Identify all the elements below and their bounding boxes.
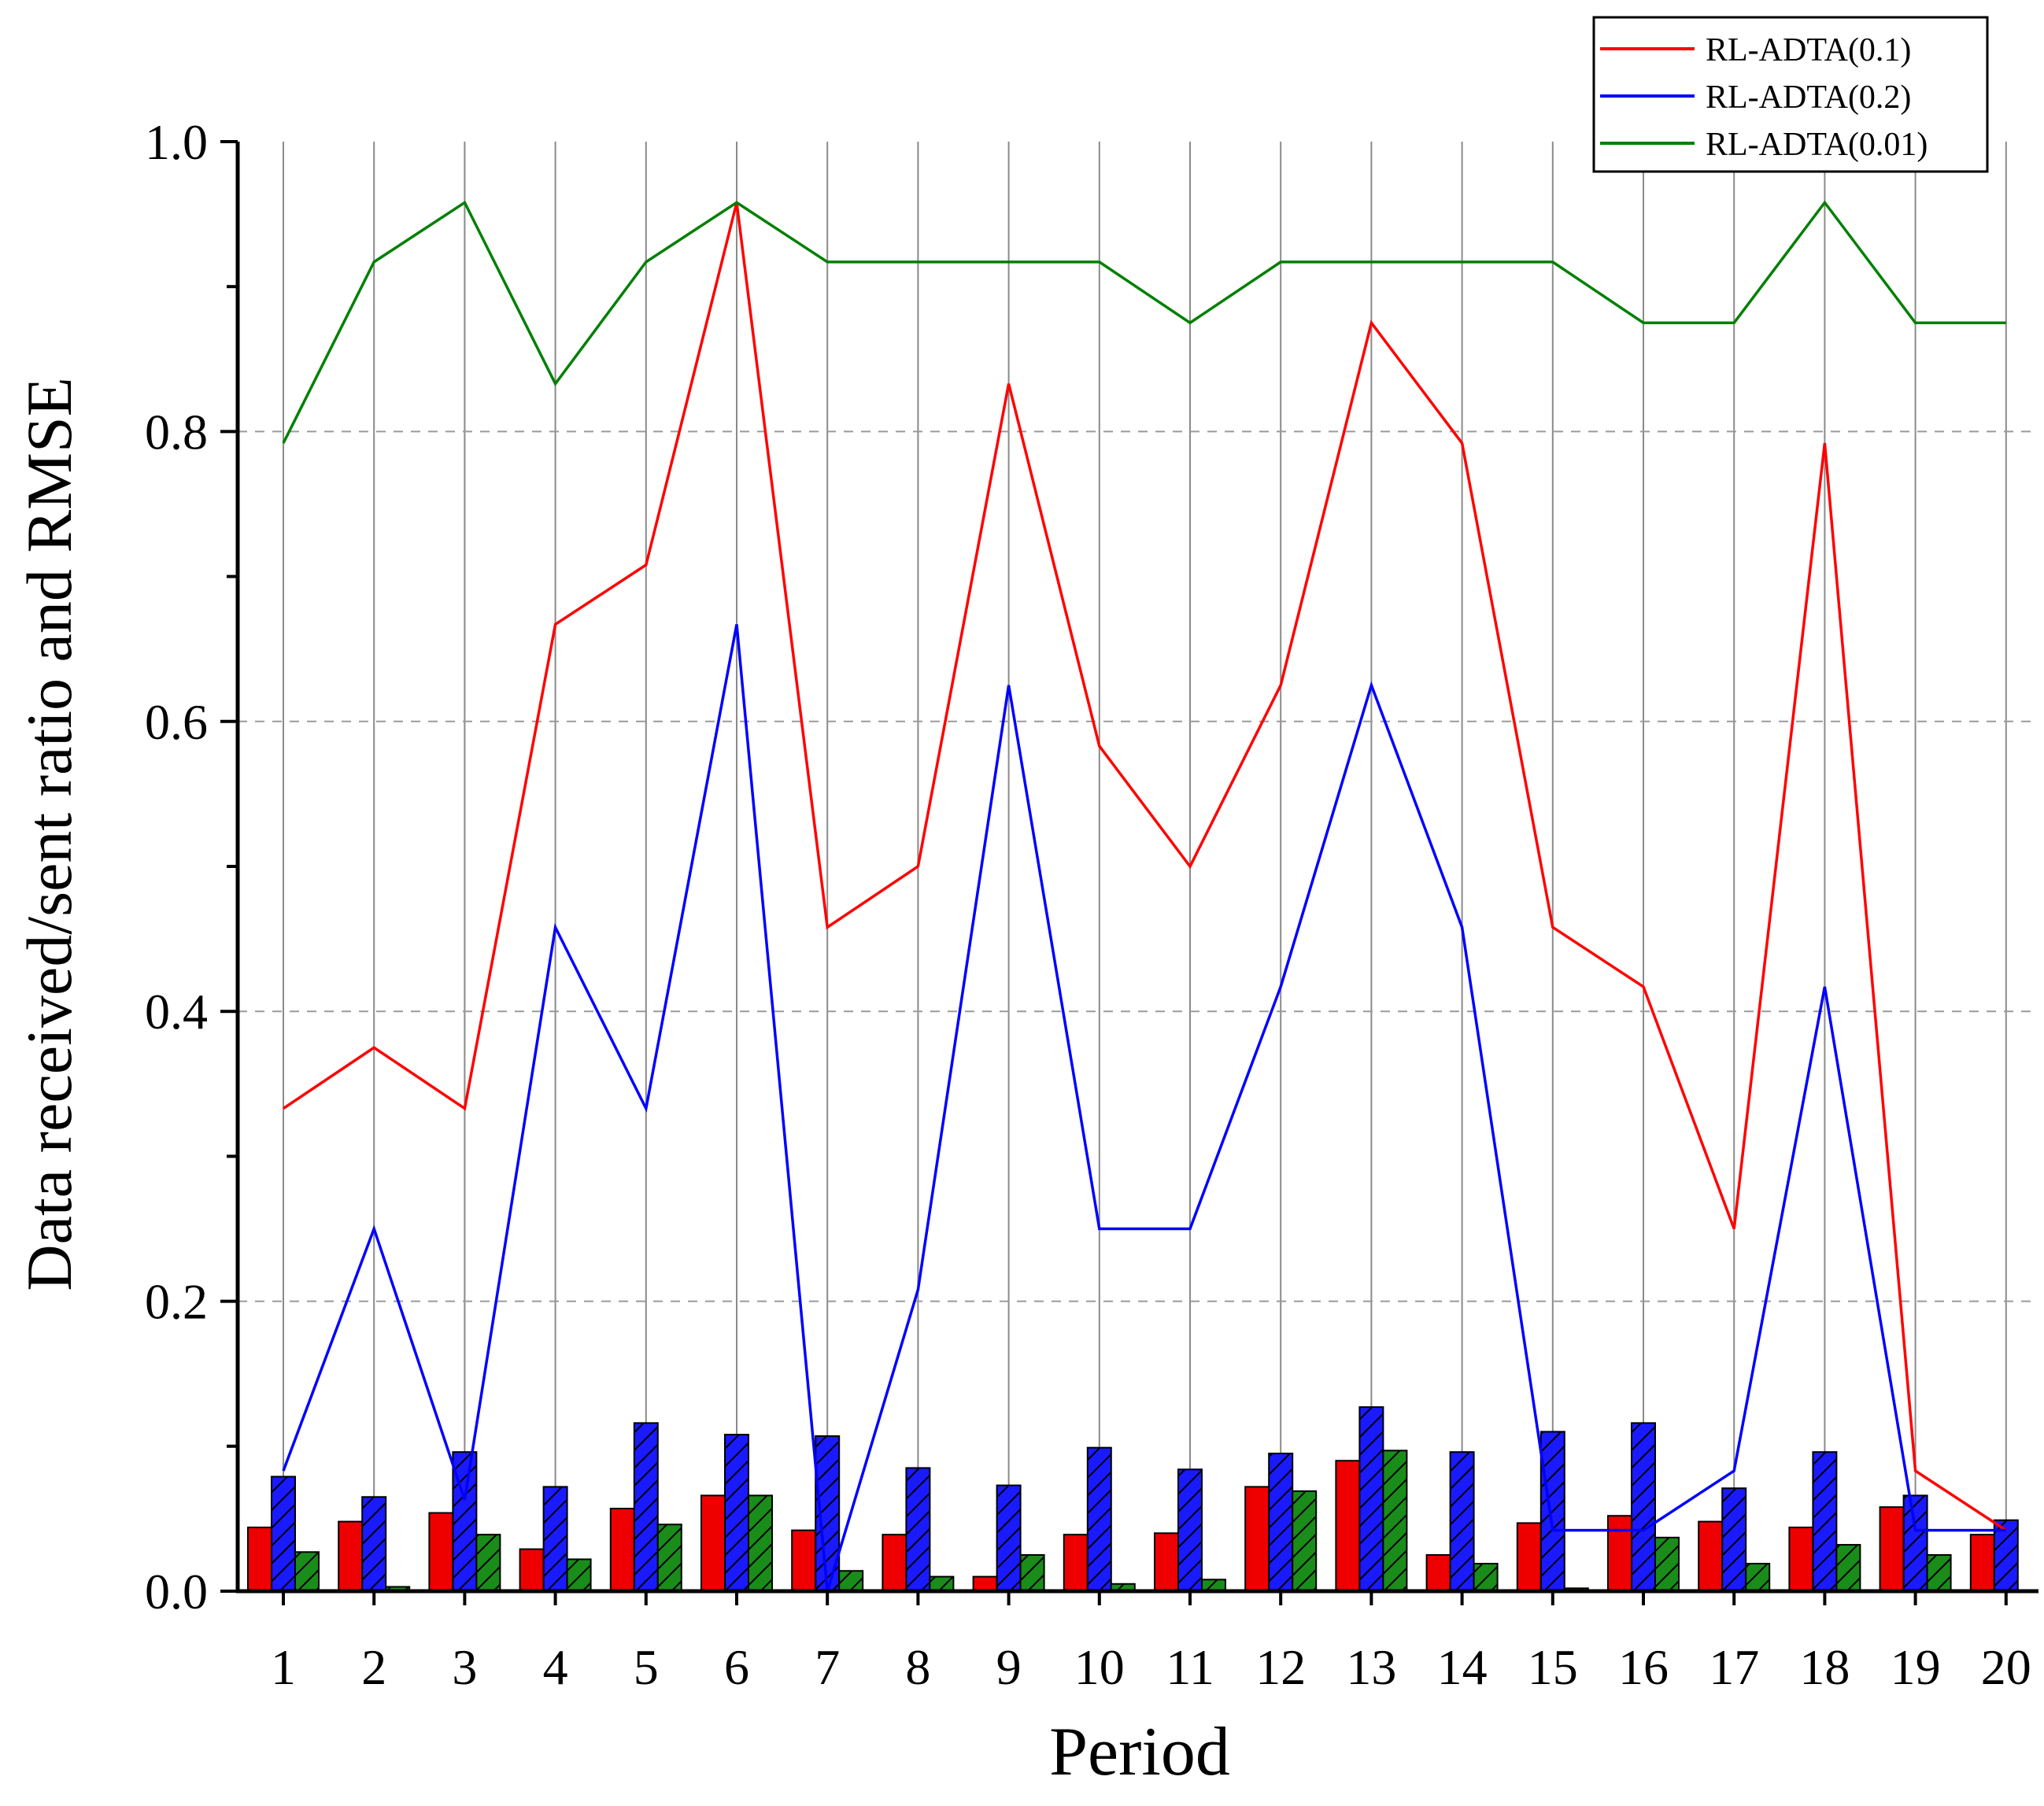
y-tick-label: 0.6 bbox=[145, 694, 208, 750]
bar-RL-ADTA(0.1)-16 bbox=[1607, 1515, 1632, 1592]
x-tick-label: 11 bbox=[1166, 1639, 1214, 1695]
bar-RL-ADTA(0.01)-18 bbox=[1835, 1544, 1861, 1593]
bar-RL-ADTA(0.1)-7 bbox=[791, 1529, 817, 1592]
bar-RL-ADTA(0.1)-2 bbox=[338, 1520, 364, 1592]
bar-RL-ADTA(0.01)-16 bbox=[1654, 1536, 1680, 1592]
bar-RL-ADTA(0.01)-14 bbox=[1473, 1563, 1499, 1592]
x-tick-label: 3 bbox=[452, 1639, 477, 1695]
bar-RL-ADTA(0.2)-13 bbox=[1358, 1406, 1384, 1593]
x-tick-label: 9 bbox=[996, 1639, 1022, 1695]
legend-label: RL-ADTA(0.2) bbox=[1706, 79, 1911, 116]
bar-RL-ADTA(0.2)-2 bbox=[361, 1496, 387, 1593]
bar-RL-ADTA(0.2)-18 bbox=[1812, 1451, 1838, 1592]
bar-RL-ADTA(0.1)-8 bbox=[882, 1534, 907, 1592]
bar-RL-ADTA(0.01)-19 bbox=[1926, 1553, 1952, 1592]
bar-RL-ADTA(0.1)-9 bbox=[972, 1575, 998, 1592]
bar-RL-ADTA(0.1)-14 bbox=[1425, 1553, 1451, 1592]
bar-RL-ADTA(0.1)-1 bbox=[247, 1526, 272, 1593]
x-tick-label: 2 bbox=[361, 1639, 386, 1695]
bar-RL-ADTA(0.01)-13 bbox=[1382, 1450, 1408, 1593]
bar-RL-ADTA(0.2)-19 bbox=[1902, 1494, 1928, 1592]
bar-RL-ADTA(0.2)-5 bbox=[633, 1422, 659, 1592]
x-tick-label: 15 bbox=[1528, 1639, 1578, 1695]
bar-RL-ADTA(0.2)-11 bbox=[1177, 1468, 1203, 1592]
y-tick-label: 1.0 bbox=[145, 114, 208, 170]
bar-RL-ADTA(0.2)-14 bbox=[1449, 1451, 1475, 1592]
line-RL-ADTA(0.01) bbox=[282, 200, 2006, 444]
bar-RL-ADTA(0.1)-11 bbox=[1154, 1532, 1179, 1592]
bar-RL-ADTA(0.2)-20 bbox=[1993, 1519, 2019, 1592]
x-tick-label: 8 bbox=[905, 1639, 930, 1695]
legend: RL-ADTA(0.1) RL-ADTA(0.2) RL-ADTA(0.01) bbox=[1592, 16, 1989, 173]
axes bbox=[220, 140, 2038, 1605]
x-tick-label: 17 bbox=[1709, 1639, 1759, 1695]
x-tick-label: 7 bbox=[815, 1639, 840, 1695]
bar-RL-ADTA(0.1)-13 bbox=[1335, 1460, 1361, 1592]
tick-labels: 0.00.20.40.60.81.01 2 3 4 5 6 7 8 9 10 11 12 13 14 15 1… bbox=[145, 114, 2031, 1695]
bar-RL-ADTA(0.1)-20 bbox=[1969, 1534, 1995, 1592]
bar-RL-ADTA(0.2)-1 bbox=[271, 1475, 296, 1593]
bar-RL-ADTA(0.01)-4 bbox=[566, 1558, 592, 1592]
bar-RL-ADTA(0.2)-4 bbox=[542, 1486, 568, 1592]
bar-RL-ADTA(0.01)-8 bbox=[929, 1575, 955, 1592]
x-tick-label: 1 bbox=[271, 1639, 296, 1695]
bar-marks bbox=[247, 1406, 2019, 1593]
bar-RL-ADTA(0.2)-17 bbox=[1721, 1487, 1747, 1593]
y-tick-label: 0.2 bbox=[145, 1274, 208, 1330]
bar-RL-ADTA(0.2)-8 bbox=[905, 1467, 931, 1593]
x-tick-label: 18 bbox=[1799, 1639, 1850, 1695]
x-tick-label: 12 bbox=[1255, 1639, 1306, 1695]
x-tick-label: 10 bbox=[1074, 1639, 1125, 1695]
bar-RL-ADTA(0.01)-1 bbox=[294, 1551, 320, 1592]
bar-RL-ADTA(0.1)-18 bbox=[1788, 1526, 1814, 1593]
bar-RL-ADTA(0.2)-15 bbox=[1539, 1431, 1565, 1592]
bar-RL-ADTA(0.1)-6 bbox=[700, 1494, 726, 1592]
bar-RL-ADTA(0.2)-6 bbox=[724, 1434, 749, 1592]
bar-RL-ADTA(0.1)-19 bbox=[1879, 1506, 1905, 1592]
bar-RL-ADTA(0.01)-17 bbox=[1745, 1563, 1771, 1592]
line-RL-ADTA(0.2) bbox=[282, 624, 2006, 1592]
x-tick-label: 4 bbox=[543, 1639, 568, 1695]
line-RL-ADTA(0.1) bbox=[283, 201, 2007, 1532]
bar-RL-ADTA(0.1)-15 bbox=[1516, 1522, 1542, 1593]
x-axis-title: Period bbox=[1049, 1714, 1230, 1790]
bar-RL-ADTA(0.01)-7 bbox=[838, 1570, 864, 1593]
bar-RL-ADTA(0.2)-9 bbox=[996, 1484, 1022, 1593]
y-tick-label: 0.4 bbox=[145, 984, 208, 1040]
bar-RL-ADTA(0.01)-12 bbox=[1292, 1490, 1318, 1592]
legend-label: RL-ADTA(0.01) bbox=[1706, 127, 1928, 163]
bar-RL-ADTA(0.1)-17 bbox=[1698, 1520, 1724, 1592]
y-axis-title: Data received/sent ratio and RMSE bbox=[13, 377, 85, 1291]
bar-RL-ADTA(0.2)-12 bbox=[1268, 1453, 1294, 1593]
bar-RL-ADTA(0.1)-3 bbox=[428, 1512, 454, 1592]
bar-RL-ADTA(0.1)-12 bbox=[1244, 1486, 1270, 1592]
y-tick-label: 0.8 bbox=[145, 404, 208, 460]
line-series bbox=[282, 200, 2007, 1592]
x-tick-label: 19 bbox=[1891, 1639, 1941, 1695]
bar-RL-ADTA(0.2)-10 bbox=[1086, 1446, 1112, 1592]
x-tick-label: 14 bbox=[1437, 1639, 1488, 1695]
y-tick-label: 0.0 bbox=[145, 1564, 208, 1619]
x-tick-label: 16 bbox=[1618, 1639, 1669, 1695]
x-tick-label: 6 bbox=[724, 1639, 749, 1695]
x-tick-label: 13 bbox=[1346, 1639, 1396, 1695]
bar-RL-ADTA(0.01)-3 bbox=[475, 1534, 501, 1592]
gridlines bbox=[238, 142, 2038, 1591]
bar-RL-ADTA(0.2)-16 bbox=[1631, 1422, 1656, 1592]
bar-RL-ADTA(0.01)-5 bbox=[656, 1523, 682, 1592]
bar-RL-ADTA(0.01)-9 bbox=[1019, 1553, 1045, 1592]
bar-RL-ADTA(0.1)-4 bbox=[519, 1548, 545, 1593]
bar-RL-ADTA(0.1)-10 bbox=[1063, 1534, 1089, 1592]
x-tick-label: 5 bbox=[634, 1639, 659, 1695]
bar-RL-ADTA(0.1)-5 bbox=[609, 1508, 635, 1592]
legend-label: RL-ADTA(0.1) bbox=[1706, 32, 1911, 68]
bar-RL-ADTA(0.01)-6 bbox=[748, 1494, 773, 1592]
x-tick-label: 20 bbox=[1981, 1639, 2031, 1695]
